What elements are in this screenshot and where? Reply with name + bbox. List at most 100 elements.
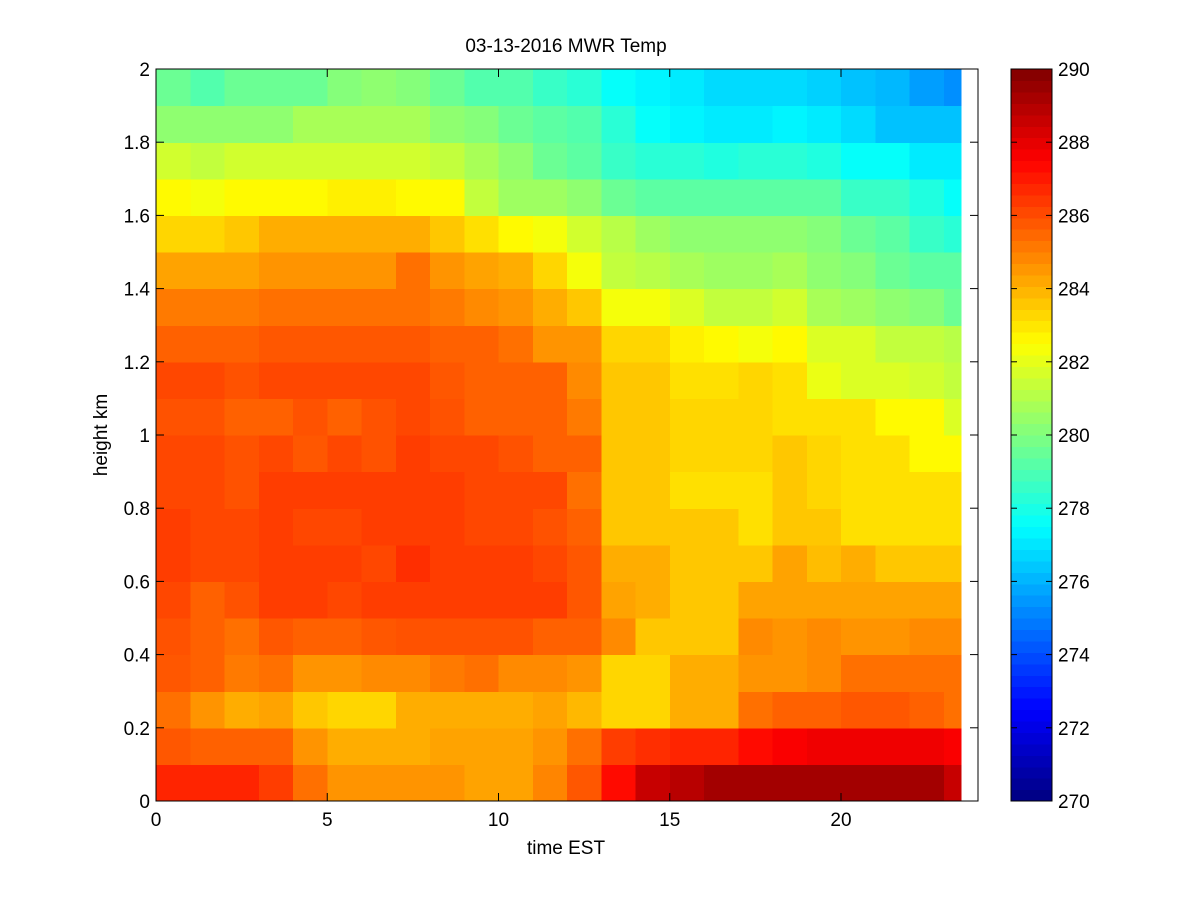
heatmap-cell <box>806 105 842 143</box>
heatmap-cell <box>395 508 431 546</box>
heatmap-cell <box>224 618 260 656</box>
y-tick-label: 1.4 <box>124 280 151 301</box>
heatmap-cell <box>190 471 226 509</box>
heatmap-cell <box>635 288 671 326</box>
colorbar-segment <box>1011 618 1052 631</box>
heatmap-cell <box>361 508 397 546</box>
heatmap-cell <box>464 178 500 216</box>
heatmap-cell <box>601 325 637 363</box>
colorbar-segment <box>1011 778 1052 791</box>
heatmap-cell <box>395 142 431 180</box>
heatmap-cell <box>327 398 363 436</box>
heatmap-cell <box>669 544 705 582</box>
heatmap-cell <box>498 142 534 180</box>
heatmap-cell <box>293 508 328 546</box>
heatmap-cell <box>841 288 876 326</box>
heatmap-cell <box>943 178 962 216</box>
heatmap-cell <box>156 178 191 216</box>
heatmap-cell <box>532 69 568 107</box>
heatmap-cell <box>841 691 876 729</box>
heatmap-cell <box>772 252 808 290</box>
heatmap-cell <box>258 105 294 143</box>
heatmap-cell <box>532 544 568 582</box>
heatmap-cell <box>601 215 637 253</box>
colorbar-segment <box>1011 537 1052 550</box>
heatmap-cell <box>224 325 260 363</box>
heatmap-cell <box>841 178 876 216</box>
colorbar-segment <box>1011 309 1052 322</box>
heatmap-cell <box>601 142 637 180</box>
y-tick-label: 0.4 <box>124 646 151 667</box>
heatmap-cell <box>635 252 671 290</box>
heatmap-cell <box>327 252 363 290</box>
heatmap-cell <box>669 691 705 729</box>
heatmap-cell <box>567 654 602 692</box>
heatmap-cell <box>909 508 945 546</box>
heatmap-cell <box>841 252 876 290</box>
heatmap-cell <box>704 471 739 509</box>
heatmap-cell <box>395 69 431 107</box>
heatmap-cell <box>875 581 911 619</box>
heatmap-cell <box>601 618 637 656</box>
heatmap-cell <box>361 544 397 582</box>
heatmap-cell <box>875 764 911 802</box>
heatmap-cell <box>532 435 568 473</box>
heatmap-cell <box>567 215 602 253</box>
heatmap-cell <box>601 435 637 473</box>
colorbar-segment <box>1011 263 1052 276</box>
heatmap-cell <box>669 727 705 765</box>
heatmap-cell <box>635 618 671 656</box>
heatmap-cell <box>361 288 397 326</box>
heatmap-cell <box>258 215 294 253</box>
colorbar-segment <box>1011 675 1052 688</box>
heatmap-cell <box>635 727 671 765</box>
heatmap-cell <box>293 325 328 363</box>
heatmap-cell <box>361 361 397 399</box>
heatmap-cell <box>464 252 500 290</box>
colorbar-segment <box>1011 149 1052 162</box>
heatmap-cell <box>293 727 328 765</box>
heatmap-cell <box>738 508 774 546</box>
heatmap-cell <box>601 288 637 326</box>
heatmap-cell <box>875 288 911 326</box>
heatmap-cell <box>567 691 602 729</box>
plot-axes: 0 5 10 15 20 0 0.2 0.4 0.6 0.8 1 1.2 1.4 1.6 1.8 2 <box>124 60 978 831</box>
heatmap-cell <box>327 544 363 582</box>
heatmap-cell <box>464 727 500 765</box>
heatmap-cell <box>669 69 705 107</box>
heatmap-cell <box>464 654 500 692</box>
heatmap-cell <box>875 361 911 399</box>
heatmap-cell <box>943 764 962 802</box>
colorbar-segment <box>1011 629 1052 642</box>
heatmap-cell <box>909 325 945 363</box>
colorbar-segment <box>1011 114 1052 127</box>
heatmap-cell <box>704 544 739 582</box>
heatmap-cell <box>224 471 260 509</box>
heatmap-cell <box>258 508 294 546</box>
heatmap-cell <box>772 764 808 802</box>
heatmap-cell <box>224 691 260 729</box>
colorbar-segment <box>1011 229 1052 242</box>
heatmap-cell <box>464 618 500 656</box>
heatmap-cell <box>738 764 774 802</box>
colorbar-segment <box>1011 91 1052 104</box>
heatmap-cell <box>190 727 226 765</box>
colorbar: 270 272 274 276 278 280 282 284 286 288 290 <box>1010 60 1090 813</box>
heatmap-cell <box>772 471 808 509</box>
heatmap-cell <box>430 105 465 143</box>
x-tick-label: 0 <box>151 810 162 831</box>
heatmap-cell <box>190 544 226 582</box>
heatmap-cell <box>327 471 363 509</box>
heatmap-cell <box>806 361 842 399</box>
heatmap-cell <box>430 142 465 180</box>
heatmap-cell <box>909 288 945 326</box>
heatmap-cell <box>909 764 945 802</box>
colorbar-segment <box>1011 320 1052 333</box>
heatmap-cell <box>395 398 431 436</box>
heatmap-cell <box>669 178 705 216</box>
colorbar-segment <box>1011 240 1052 253</box>
heatmap-cell <box>258 471 294 509</box>
heatmap-cell <box>601 654 637 692</box>
heatmap-cell <box>430 764 465 802</box>
heatmap-cell <box>190 325 226 363</box>
